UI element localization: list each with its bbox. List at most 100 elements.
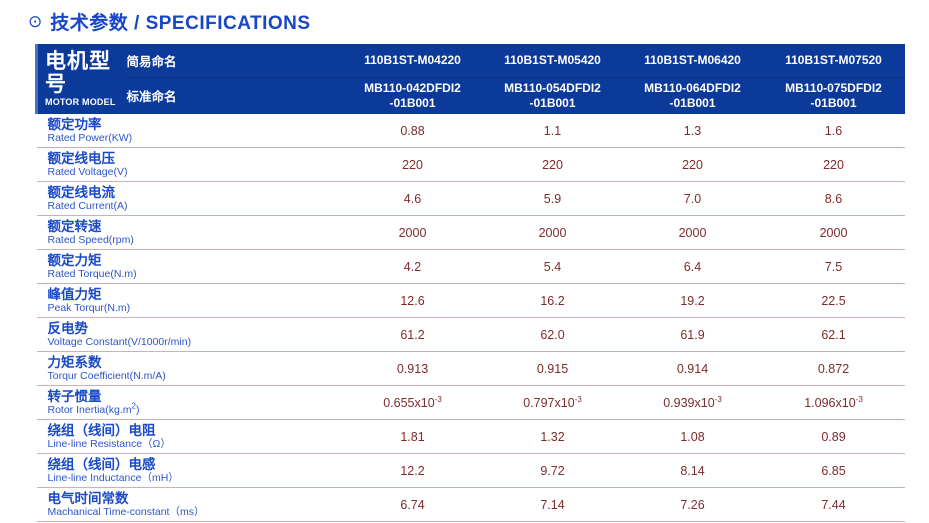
model-simple-name-4: 110B1ST-M07520 [762,44,905,77]
row-label: 电气时间常数 Machanical Time-constant（ms） [36,487,343,522]
spec-row-11: 绕组（线间）电感 Line-line Inductance（mH） 12.2 9.72… [36,453,905,488]
value-cell: 1.32 [482,419,623,454]
model-simple-name-2: 110B1ST-M05420 [482,44,623,77]
value-cell: 7.44 [762,487,905,522]
row-label: 额定功率 Rated Power(KW) [36,114,343,148]
spec-row-8: 力矩系数 Torqur Coefficient(N.m/A) 0.913 0.915 0… [36,351,905,386]
value-cell: 61.2 [342,317,483,352]
value-cell: 12.6 [342,283,483,318]
value-cell: 220 [762,147,905,182]
row-label: 最高转速Maximum Speed(rpm) [36,521,343,523]
spec-row-6: 峰值力矩 Peak Torqur(N.m) 12.6 16.2 19.2 22.5 [36,283,905,318]
spec-row-5: 额定力矩 Rated Torque(N.m) 4.2 5.4 6.4 7.5 [36,249,905,284]
spec-row-13: 最高转速Maximum Speed(rpm)3000300030003000 [36,521,905,523]
value-cell: 220 [342,147,483,182]
value-cell: 4.6 [342,181,483,216]
model-simple-name-3: 110B1ST-M06420 [622,44,763,77]
row-label-cn: 额定功率 [47,116,102,132]
row-label-en: Rated Voltage(V) [47,165,128,178]
value-cell: 1.096x10-3 [762,385,905,420]
row-label: 转子惯量 Rotor Inertia(kg.m2) [36,385,343,420]
value-cell: 2000 [342,215,483,250]
value-cell: 1.81 [342,419,483,454]
row-label: 绕组（线间）电感 Line-line Inductance（mH） [36,453,343,488]
row-label-cn: 绕组（线间）电感 [47,456,156,472]
value-cell: 9.72 [482,453,623,488]
value-cell: 3000 [342,521,483,523]
value-cell: 61.9 [622,317,763,352]
row-label-en: Machanical Time-constant（ms） [47,505,205,518]
value-cell: 0.914 [622,351,763,386]
row-label-cn: 额定线电流 [47,184,116,200]
row-label-en: Rated Power(KW) [47,131,133,144]
spec-row-4: 额定转速 Rated Speed(rpm) 2000 2000 2000 2000 [36,215,905,250]
value-cell: 1.3 [622,114,763,148]
row-label: 力矩系数 Torqur Coefficient(N.m/A) [36,351,343,386]
spec-row-9: 转子惯量 Rotor Inertia(kg.m2) 0.655x10-3 0.797x… [36,385,905,420]
value-cell: 0.797x10-3 [482,385,623,420]
table-header: 电机型号 MOTOR MODEL 简易命名 110B1ST-M04220 110… [35,44,905,114]
row-label-en: Rated Torque(N.m) [47,267,137,280]
spec-row-10: 绕组（线间）电阻 Line-line Resistance（Ω） 1.81 1.32 1… [36,419,905,454]
row-label-cn: 额定力矩 [47,252,102,268]
value-cell: 0.913 [342,351,483,386]
row-label: 额定线电流 Rated Current(A) [36,181,343,216]
value-cell: 0.915 [482,351,623,386]
model-standard-name-3: MB110-064DFDI2 -01B001 [622,76,763,114]
value-cell: 8.6 [762,181,905,216]
row-label-cn: 额定线电压 [47,150,116,166]
motor-model-label-cn: 电机型号 [45,50,111,96]
standard-name-label: 标准命名 [124,76,343,114]
row-label: 额定力矩 Rated Torque(N.m) [36,249,343,284]
row-label-en: Rated Speed(rpm) [47,233,134,246]
row-label-en: Line-line Resistance（Ω） [47,437,171,450]
value-cell: 7.14 [482,487,623,522]
value-cell: 2000 [482,215,623,250]
value-cell: 6.4 [622,249,763,284]
row-label-cn: 电气时间常数 [47,490,129,506]
value-cell: 12.2 [342,453,483,488]
value-cell: 3000 [622,521,763,523]
value-cell: 0.872 [762,351,905,386]
row-label: 额定转速 Rated Speed(rpm) [36,215,343,250]
row-label: 反电势 Voltage Constant(V/1000r/min) [36,317,343,352]
value-cell: 16.2 [482,283,623,318]
spec-row-7: 反电势 Voltage Constant(V/1000r/min) 61.2 62.0… [36,317,905,352]
row-label-en: Rated Current(A) [47,199,128,212]
value-cell: 1.08 [622,419,763,454]
specifications-table: 电机型号 MOTOR MODEL 简易命名 110B1ST-M04220 110… [35,44,905,523]
value-cell: 22.5 [762,283,905,318]
value-cell: 1.1 [482,114,623,148]
value-cell: 6.74 [342,487,483,522]
row-label-cn: 转子惯量 [47,388,102,404]
value-cell: 3000 [762,521,905,523]
row-label-cn: 额定转速 [47,218,102,234]
value-cell: 62.0 [482,317,623,352]
value-cell: 7.26 [622,487,763,522]
model-standard-name-1: MB110-042DFDI2 -01B001 [342,76,483,114]
row-label-cn: 绕组（线间）电阻 [47,422,156,438]
row-label: 峰值力矩 Peak Torqur(N.m) [36,283,343,318]
value-cell: 220 [622,147,763,182]
value-cell: 7.0 [622,181,763,216]
row-label-cn: 峰值力矩 [47,286,102,302]
model-standard-name-4: MB110-075DFDI2 -01B001 [762,76,905,114]
spec-row-3: 额定线电流 Rated Current(A) 4.6 5.9 7.0 8.6 [36,181,905,216]
value-cell: 220 [482,147,623,182]
row-label-cn: 力矩系数 [47,354,102,370]
value-cell: 0.655x10-3 [342,385,483,420]
value-cell: 3000 [482,521,623,523]
page-title: 技术参数 / SPECIFICATIONS [50,13,311,34]
value-cell: 1.6 [762,114,905,148]
row-label: 额定线电压 Rated Voltage(V) [36,147,343,182]
page-title-row: ⊙ 技术参数 / SPECIFICATIONS [28,8,929,35]
spec-row-1: 额定功率 Rated Power(KW) 0.88 1.1 1.3 1.6 [36,114,905,148]
row-label-en: Peak Torqur(N.m) [47,301,131,314]
row-label: 绕组（线间）电阻 Line-line Resistance（Ω） [36,419,343,454]
table-body: 额定功率 Rated Power(KW) 0.88 1.1 1.3 1.6 额定线电压 Rat… [36,114,905,523]
row-label-en: Rotor Inertia(kg.m2) [47,401,140,416]
value-cell: 2000 [622,215,763,250]
value-cell: 0.88 [342,114,483,148]
value-cell: 5.9 [482,181,623,216]
